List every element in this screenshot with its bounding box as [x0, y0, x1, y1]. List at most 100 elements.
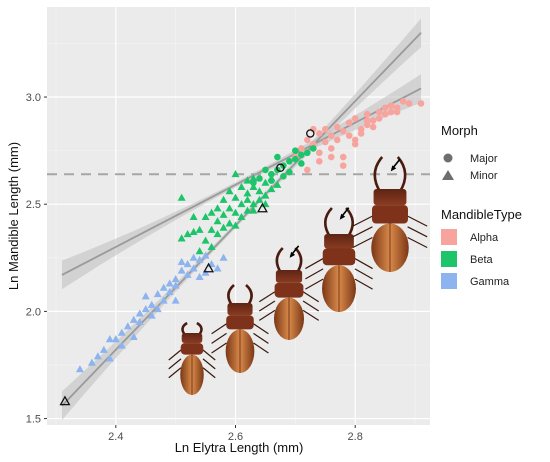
- beta-triangle-point: [225, 219, 234, 227]
- alpha-circle-point: [345, 132, 353, 139]
- beta-triangle-point: [255, 195, 264, 203]
- beta-triangle-point: [237, 212, 246, 221]
- alpha-circle-point: [327, 153, 335, 161]
- gamma-triangle-point: [141, 305, 150, 313]
- gamma-triangle-point: [93, 352, 102, 360]
- beta-triangle-point: [201, 212, 210, 221]
- beta-triangle-point: [243, 206, 252, 214]
- gamma-triangle-point: [189, 253, 198, 261]
- beta-triangle-point: [207, 208, 216, 216]
- beetle-arrow-head: [289, 251, 296, 258]
- alpha-circle-point: [351, 136, 359, 144]
- alpha-circle-point: [357, 130, 365, 137]
- beta-triangle-point: [189, 212, 198, 221]
- beta-triangle-point: [267, 174, 276, 182]
- beta-triangle-point: [213, 204, 222, 212]
- alpha-circle-point: [310, 125, 317, 133]
- alpha-circle-point: [363, 117, 371, 124]
- beetle-leg: [211, 342, 227, 354]
- beetle-thorax: [372, 205, 408, 224]
- beta-circle-point: [286, 168, 293, 176]
- beta-triangle-point: [243, 189, 252, 197]
- beta-triangle-point: [273, 180, 282, 188]
- gamma-triangle-point: [171, 296, 180, 304]
- x-tick-label: 2.4: [108, 431, 123, 443]
- alpha-circle-point: [327, 132, 335, 139]
- gamma-triangle-point: [201, 251, 210, 259]
- beetle-leg: [211, 323, 227, 335]
- gamma-triangle-point: [75, 365, 84, 373]
- alpha-circle-point: [304, 136, 311, 144]
- alpha-circle-point: [381, 104, 389, 112]
- beta-triangle-point: [183, 230, 192, 238]
- beta-circle-point: [286, 158, 293, 165]
- gamma-triangle-point: [195, 255, 204, 263]
- beta-triangle-point: [237, 182, 246, 191]
- alpha-circle-point: [363, 110, 371, 118]
- alpha-circle-point: [298, 145, 305, 152]
- beta-triangle-point: [219, 223, 228, 231]
- legend-major-label: Major: [470, 153, 498, 165]
- alpha-circle-point: [315, 130, 323, 137]
- beetle-thorax: [226, 315, 254, 330]
- alpha-circle-point: [375, 108, 383, 116]
- alpha-circle-point: [339, 128, 347, 135]
- x-tick-label: 2.8: [348, 431, 363, 443]
- gamma-triangle-point: [165, 287, 174, 296]
- beetle-leg: [258, 300, 276, 312]
- beetle-mandible-left: [373, 156, 384, 193]
- beta-triangle-point: [177, 193, 186, 201]
- x-tick-label: 2.6: [228, 431, 243, 443]
- alpha-circle-point: [381, 110, 389, 118]
- alpha-circle-point: [369, 117, 377, 124]
- beta-circle-point: [262, 166, 269, 174]
- beta-triangle-point: [249, 182, 258, 191]
- legend-morph-title: Morph: [441, 123, 478, 138]
- beta-triangle-point: [213, 230, 222, 238]
- beetle-leg: [352, 215, 373, 227]
- beetle-leg: [302, 309, 320, 321]
- legend-minor-key: [442, 170, 454, 180]
- beta-triangle-point: [231, 193, 240, 201]
- beta-triangle-point: [249, 200, 258, 208]
- beetle-head: [324, 234, 354, 249]
- legend-morph: Morph Major Minor: [441, 123, 498, 182]
- alpha-circle-point: [304, 166, 311, 174]
- legend-alpha-label: Alpha: [470, 232, 499, 244]
- legend-major-key: [443, 153, 453, 163]
- highlighted-triangle-point: [203, 262, 215, 273]
- beetle-leg: [305, 278, 324, 290]
- alpha-circle-point: [375, 115, 383, 122]
- gamma-triangle-point: [111, 335, 120, 343]
- beta-triangle-point: [195, 247, 204, 255]
- gamma-triangle-point: [153, 290, 162, 298]
- beta-triangle-point: [201, 236, 210, 244]
- beetle-leg: [258, 309, 276, 321]
- beetle-leg: [302, 291, 320, 303]
- gamma-triangle-point: [219, 253, 228, 261]
- beta-circle-point: [256, 175, 263, 182]
- alpha-circle-point: [417, 100, 425, 107]
- beetle-leg: [354, 258, 373, 270]
- y-tick-label: 2.5: [26, 199, 41, 211]
- beetle-leg: [407, 215, 428, 227]
- highlighted-circle-point: [306, 129, 315, 138]
- gamma-triangle-point: [189, 264, 198, 272]
- beetle-leg: [305, 268, 324, 280]
- beetle-photo-4: [305, 207, 373, 312]
- highlighted-points: [59, 129, 315, 406]
- gamma-triangle-point: [177, 257, 186, 266]
- beta-triangle-point: [213, 217, 222, 225]
- gamma-triangle-point: [105, 354, 114, 362]
- gamma-triangle-point: [147, 311, 156, 319]
- beta-circle-point: [292, 147, 299, 154]
- beetle-thorax: [274, 282, 304, 298]
- alpha-circle-point: [387, 102, 395, 109]
- beetle-arrow-head: [339, 213, 346, 220]
- beetle-leg: [354, 268, 373, 280]
- data-points: [75, 98, 425, 373]
- gamma-triangle-point: [147, 300, 156, 308]
- gamma-triangle-point: [159, 296, 168, 304]
- beetle-thorax: [180, 343, 204, 355]
